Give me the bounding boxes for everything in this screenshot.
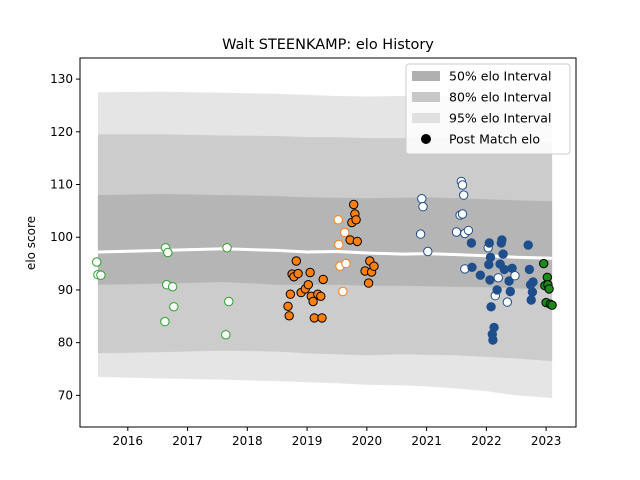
x-tick-label: 2017 xyxy=(172,434,203,448)
data-point xyxy=(457,180,468,190)
x-axis: 2016 2017 2018 2019 2020 2021 2022 2023 xyxy=(113,427,562,448)
data-point xyxy=(489,322,499,333)
legend-label: 80% elo Interval xyxy=(449,90,551,105)
plot-frame xyxy=(79,57,577,428)
data-point xyxy=(423,246,433,257)
x-tick-label: 2020 xyxy=(352,434,383,448)
data-point xyxy=(526,295,536,305)
data-point xyxy=(285,289,296,299)
y-axis: 70 80 90 100 110 120 130 xyxy=(50,72,80,402)
data-point xyxy=(349,199,359,210)
data-point xyxy=(305,267,315,278)
data-point xyxy=(467,262,477,272)
legend-label: Post Match elo xyxy=(449,132,540,147)
data-point xyxy=(539,258,549,269)
x-tick-label: 2016 xyxy=(113,434,144,448)
y-tick-label: 80 xyxy=(58,336,73,350)
data-point xyxy=(341,258,351,269)
data-point xyxy=(544,284,554,294)
data-point xyxy=(351,215,361,225)
data-point xyxy=(338,286,348,297)
data-point xyxy=(502,297,512,307)
x-tick-label: 2021 xyxy=(411,434,442,448)
data-point xyxy=(475,270,486,280)
legend-swatch xyxy=(412,71,440,81)
data-point xyxy=(309,313,319,323)
data-point xyxy=(547,300,557,310)
legend-label: 95% elo Interval xyxy=(449,111,551,126)
data-point xyxy=(485,275,495,285)
data-point xyxy=(291,256,301,266)
x-tick-label: 2018 xyxy=(232,434,263,448)
data-point xyxy=(308,296,318,307)
chart-title: Walt STEENKAMP: elo History xyxy=(222,37,434,53)
y-tick-label: 120 xyxy=(50,125,73,139)
data-point xyxy=(352,236,362,247)
data-point xyxy=(498,249,508,259)
data-point xyxy=(499,264,509,275)
data-point xyxy=(303,280,313,290)
data-point xyxy=(369,261,379,271)
legend: 50% elo Interval 80% elo Interval 95% elo … xyxy=(405,63,571,155)
x-tick-label: 2022 xyxy=(471,434,502,448)
data-point xyxy=(283,301,293,311)
data-point xyxy=(418,202,428,212)
data-point xyxy=(523,240,533,250)
x-tick-label: 2023 xyxy=(531,434,562,448)
legend-swatch xyxy=(412,113,440,123)
data-point xyxy=(504,276,514,286)
data-point xyxy=(493,273,503,283)
data-point xyxy=(527,287,538,297)
data-point xyxy=(334,239,344,250)
data-point xyxy=(221,330,231,340)
legend-frame xyxy=(405,63,571,155)
data-point xyxy=(363,278,374,288)
data-point xyxy=(484,238,494,248)
data-point xyxy=(505,286,515,297)
data-point xyxy=(96,270,106,280)
data-point xyxy=(160,316,170,327)
y-tick-label: 90 xyxy=(58,283,73,297)
data-point xyxy=(524,264,535,275)
data-point xyxy=(497,235,507,245)
data-point xyxy=(293,268,303,279)
data-point xyxy=(222,243,232,253)
data-point xyxy=(486,302,496,312)
data-point xyxy=(417,194,427,204)
x-tick-label: 2019 xyxy=(292,434,323,448)
data-point xyxy=(92,257,102,267)
legend-label: 50% elo Interval xyxy=(449,69,551,84)
band-50 xyxy=(97,194,553,290)
data-point xyxy=(163,247,173,258)
data-point xyxy=(457,209,468,219)
data-point xyxy=(317,313,327,323)
post-match-points xyxy=(92,176,557,345)
data-point xyxy=(333,215,343,225)
data-point xyxy=(284,311,294,321)
data-point xyxy=(415,229,426,239)
y-axis-label: elo score xyxy=(24,216,38,270)
legend-swatch xyxy=(412,92,440,102)
data-point xyxy=(466,238,477,248)
data-point xyxy=(167,282,178,292)
y-tick-label: 130 xyxy=(50,72,73,86)
data-point xyxy=(488,335,498,345)
y-tick-label: 70 xyxy=(58,388,73,402)
data-point xyxy=(510,271,520,281)
data-point xyxy=(459,190,469,200)
y-tick-label: 110 xyxy=(50,178,73,192)
data-point xyxy=(169,302,179,312)
legend-marker xyxy=(421,134,431,144)
data-point xyxy=(485,252,496,262)
data-point xyxy=(463,225,474,236)
data-point xyxy=(340,227,350,238)
data-point xyxy=(224,296,234,307)
data-point xyxy=(316,291,326,301)
data-point xyxy=(528,277,538,287)
data-point xyxy=(318,274,328,285)
data-point xyxy=(492,285,502,295)
y-tick-label: 100 xyxy=(50,230,73,244)
data-point xyxy=(451,227,462,237)
